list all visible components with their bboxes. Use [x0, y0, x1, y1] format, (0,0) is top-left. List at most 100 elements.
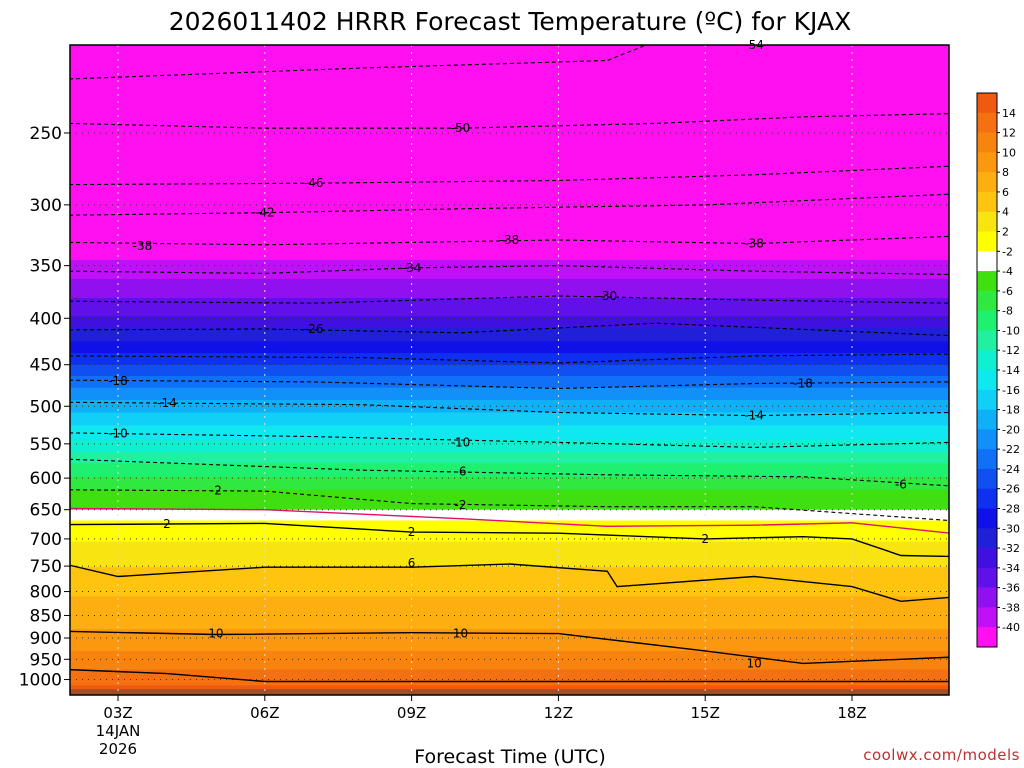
- colorbar-swatch: [977, 330, 997, 351]
- y-tick-label: 600: [30, 469, 62, 489]
- colorbar-swatch: [977, 112, 997, 133]
- x-tick-date: 14JAN: [96, 722, 141, 740]
- colorbar-label: -20: [1002, 423, 1020, 436]
- colorbar-label: -14: [1002, 364, 1020, 377]
- plot-frame: [69, 44, 950, 696]
- y-tick-label: 300: [30, 196, 62, 216]
- colorbar-swatch: [977, 350, 997, 371]
- colorbar-label: 4: [1002, 206, 1009, 219]
- grid-lines: [70, 45, 949, 695]
- colorbar-swatch: [977, 488, 997, 509]
- colorbar-label: 10: [1002, 146, 1016, 159]
- contour-label: 10: [208, 627, 223, 641]
- colorbar-swatch: [977, 627, 997, 648]
- contour-line: [70, 401, 949, 417]
- colorbar-label: -4: [1002, 265, 1013, 278]
- contour-line: [70, 668, 949, 683]
- colorbar-label: 12: [1002, 127, 1016, 140]
- y-tick-label: 350: [30, 257, 62, 277]
- colorbar-swatch: [977, 429, 997, 450]
- temperature-fill: [70, 45, 949, 695]
- temp-band: [70, 375, 949, 389]
- colorbar-label: -28: [1002, 503, 1020, 516]
- contour-label: 6: [408, 556, 416, 570]
- temp-band: [70, 364, 949, 377]
- temp-band: [70, 341, 949, 354]
- contour-labels: -54-50-46-42-38 -38 -38-34-30-26-18 -18-14-…: [108, 38, 907, 670]
- y-axis-ticks: 250 300 350 400 450 500 550 600 650 700 750 800 850 9…: [19, 124, 70, 691]
- colorbar-label: -6: [1002, 285, 1013, 298]
- colorbar-label: -36: [1002, 582, 1020, 595]
- colorbar-swatch: [977, 528, 997, 549]
- contour-line: [70, 489, 949, 521]
- y-tick-label: 550: [30, 435, 62, 455]
- colorbar-swatch: [977, 607, 997, 628]
- contour-line: [70, 193, 949, 216]
- y-tick-label: 1000: [19, 671, 62, 691]
- contour-label: -10: [451, 435, 471, 449]
- contour-line: [70, 507, 949, 534]
- y-tick-label: 450: [30, 356, 62, 376]
- colorbar-swatch: [977, 508, 997, 529]
- colorbar-label: -8: [1002, 305, 1013, 318]
- contour-label: -2: [455, 498, 467, 512]
- x-tick-label: 18Z: [837, 704, 866, 722]
- colorbar-swatch: [977, 310, 997, 331]
- temp-band: [70, 476, 949, 491]
- contour-label: -34: [402, 261, 422, 275]
- temp-band: [70, 689, 949, 695]
- y-tick-label: 900: [30, 629, 62, 649]
- y-tick-label: 700: [30, 530, 62, 550]
- colorbar-swatch: [977, 132, 997, 153]
- contour-line: [70, 235, 949, 246]
- colorbar-swatch: [977, 587, 997, 608]
- credit-link[interactable]: coolwx.com/models: [863, 746, 1020, 764]
- colorbar-label: -38: [1002, 601, 1020, 614]
- contour-label: -38: [133, 239, 153, 253]
- colorbar-label: 6: [1002, 186, 1009, 199]
- temp-band: [70, 425, 949, 441]
- colorbar-swatch: [977, 172, 997, 193]
- temp-band: [70, 463, 949, 478]
- contour-label: -26: [304, 322, 324, 336]
- x-tick-label: 09Z: [397, 704, 426, 722]
- temp-band: [70, 259, 949, 280]
- contour-line: [70, 113, 949, 129]
- colorbar-label: -16: [1002, 384, 1020, 397]
- temp-band: [70, 489, 949, 511]
- contour-line: [70, 432, 949, 448]
- colorbar-swatch: [977, 468, 997, 490]
- chart-title: 2026011402 HRRR Forecast Temperature (ºC…: [169, 7, 851, 36]
- colorbar-label: -22: [1002, 443, 1020, 456]
- contour-label: -10: [108, 427, 128, 441]
- colorbar-swatch: [977, 231, 997, 252]
- contour-line: [70, 563, 949, 603]
- colorbar-swatch: [977, 567, 997, 588]
- temp-band: [70, 242, 949, 261]
- contour-label: -50: [451, 121, 471, 135]
- colorbar-label: -34: [1002, 562, 1020, 575]
- temp-band: [70, 316, 949, 329]
- contour-label: -18: [793, 377, 813, 391]
- x-tick-label: 06Z: [250, 704, 279, 722]
- contour-label: 10: [453, 627, 468, 641]
- temp-band: [70, 278, 949, 299]
- colorbar-label: 2: [1002, 226, 1009, 239]
- temp-band: [70, 353, 949, 366]
- colorbar-swatch: [977, 449, 997, 470]
- contour-label: -38: [744, 237, 764, 251]
- contour-label: -6: [895, 478, 907, 492]
- colorbar-label: -18: [1002, 404, 1020, 417]
- colorbar-swatch: [977, 271, 997, 292]
- temp-band: [70, 440, 949, 453]
- contour-label: -14: [744, 409, 764, 423]
- temp-band: [70, 412, 949, 426]
- temp-band: [70, 685, 949, 690]
- y-tick-label: 400: [30, 309, 62, 329]
- colorbar-label: -40: [1002, 621, 1020, 634]
- colorbar-label: 8: [1002, 166, 1009, 179]
- contour-line: [70, 379, 949, 390]
- contour-label: -30: [598, 289, 618, 303]
